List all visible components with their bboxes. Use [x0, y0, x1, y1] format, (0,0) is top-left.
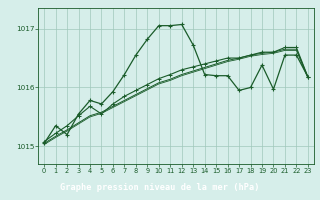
Text: Graphe pression niveau de la mer (hPa): Graphe pression niveau de la mer (hPa) [60, 183, 260, 192]
